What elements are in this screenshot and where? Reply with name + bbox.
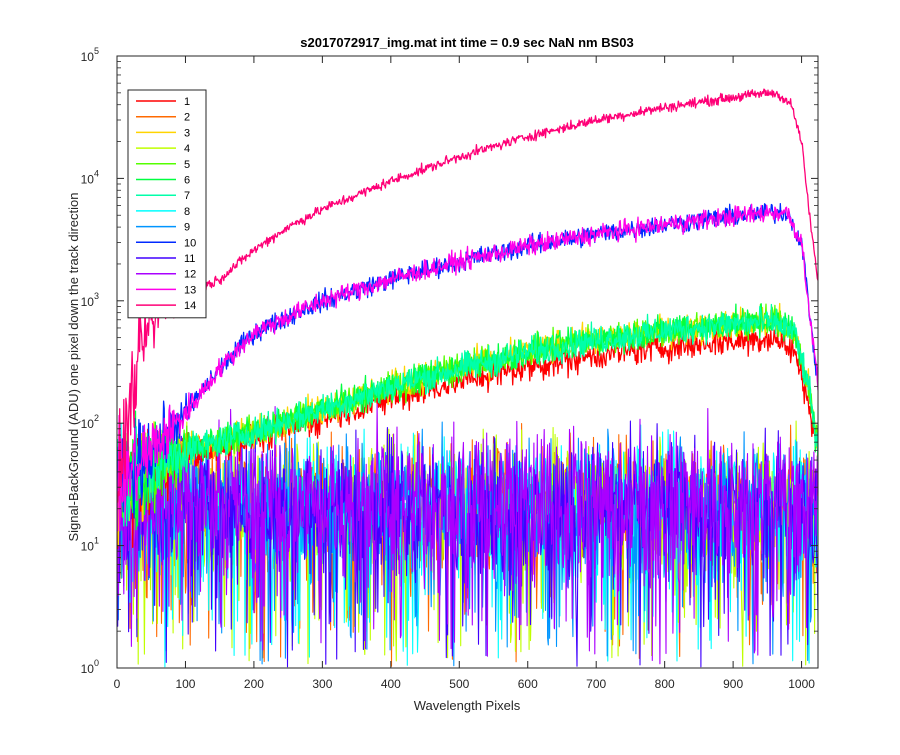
series-line-12 (117, 403, 818, 665)
legend-label-14: 14 (184, 300, 196, 312)
legend-label-8: 8 (184, 206, 190, 218)
plot-area (117, 88, 818, 668)
y-tick-label: 105 (81, 46, 99, 64)
legend-label-9: 9 (184, 222, 190, 234)
legend-label-10: 10 (184, 237, 196, 249)
series-line-14 (117, 88, 818, 503)
y-tick-label: 102 (81, 413, 99, 431)
legend-label-2: 2 (184, 112, 190, 124)
legend-label-12: 12 (184, 269, 196, 281)
y-axis-title: Signal-BackGround (ADU) one pixel down t… (66, 192, 81, 541)
x-tick-label: 100 (175, 677, 195, 691)
y-tick-label: 100 (81, 658, 99, 676)
x-tick-label: 500 (449, 677, 469, 691)
x-tick-label: 200 (244, 677, 264, 691)
x-tick-label: 600 (518, 677, 538, 691)
legend-label-3: 3 (184, 127, 190, 139)
x-tick-label: 1000 (788, 677, 815, 691)
legend-label-5: 5 (184, 159, 190, 171)
axes: 0 100 200 300 400 500 600 700 800 900 100010010110… (81, 46, 819, 691)
x-axis-title: Wavelength Pixels (414, 698, 521, 713)
legend-label-6: 6 (184, 175, 190, 187)
legend-label-11: 11 (184, 253, 195, 265)
legend-label-1: 1 (184, 96, 190, 108)
y-tick-label: 101 (81, 536, 99, 554)
y-tick-label: 104 (81, 168, 99, 186)
legend-label-4: 4 (184, 143, 190, 155)
legend-box (127, 89, 207, 319)
series-line-7 (117, 303, 818, 527)
series-line-13 (117, 203, 818, 532)
y-tick-label: 103 (81, 291, 99, 309)
x-tick-label: 800 (655, 677, 675, 691)
legend-label-7: 7 (184, 190, 190, 202)
x-tick-label: 900 (723, 677, 743, 691)
axes-frame (116, 55, 819, 669)
chart-title: s2017072917_img.mat int time = 0.9 sec N… (300, 35, 634, 50)
x-tick-label: 0 (114, 677, 121, 691)
x-tick-label: 700 (586, 677, 606, 691)
x-tick-label: 300 (312, 677, 332, 691)
legend-label-13: 13 (184, 284, 196, 296)
x-tick-label: 400 (381, 677, 401, 691)
